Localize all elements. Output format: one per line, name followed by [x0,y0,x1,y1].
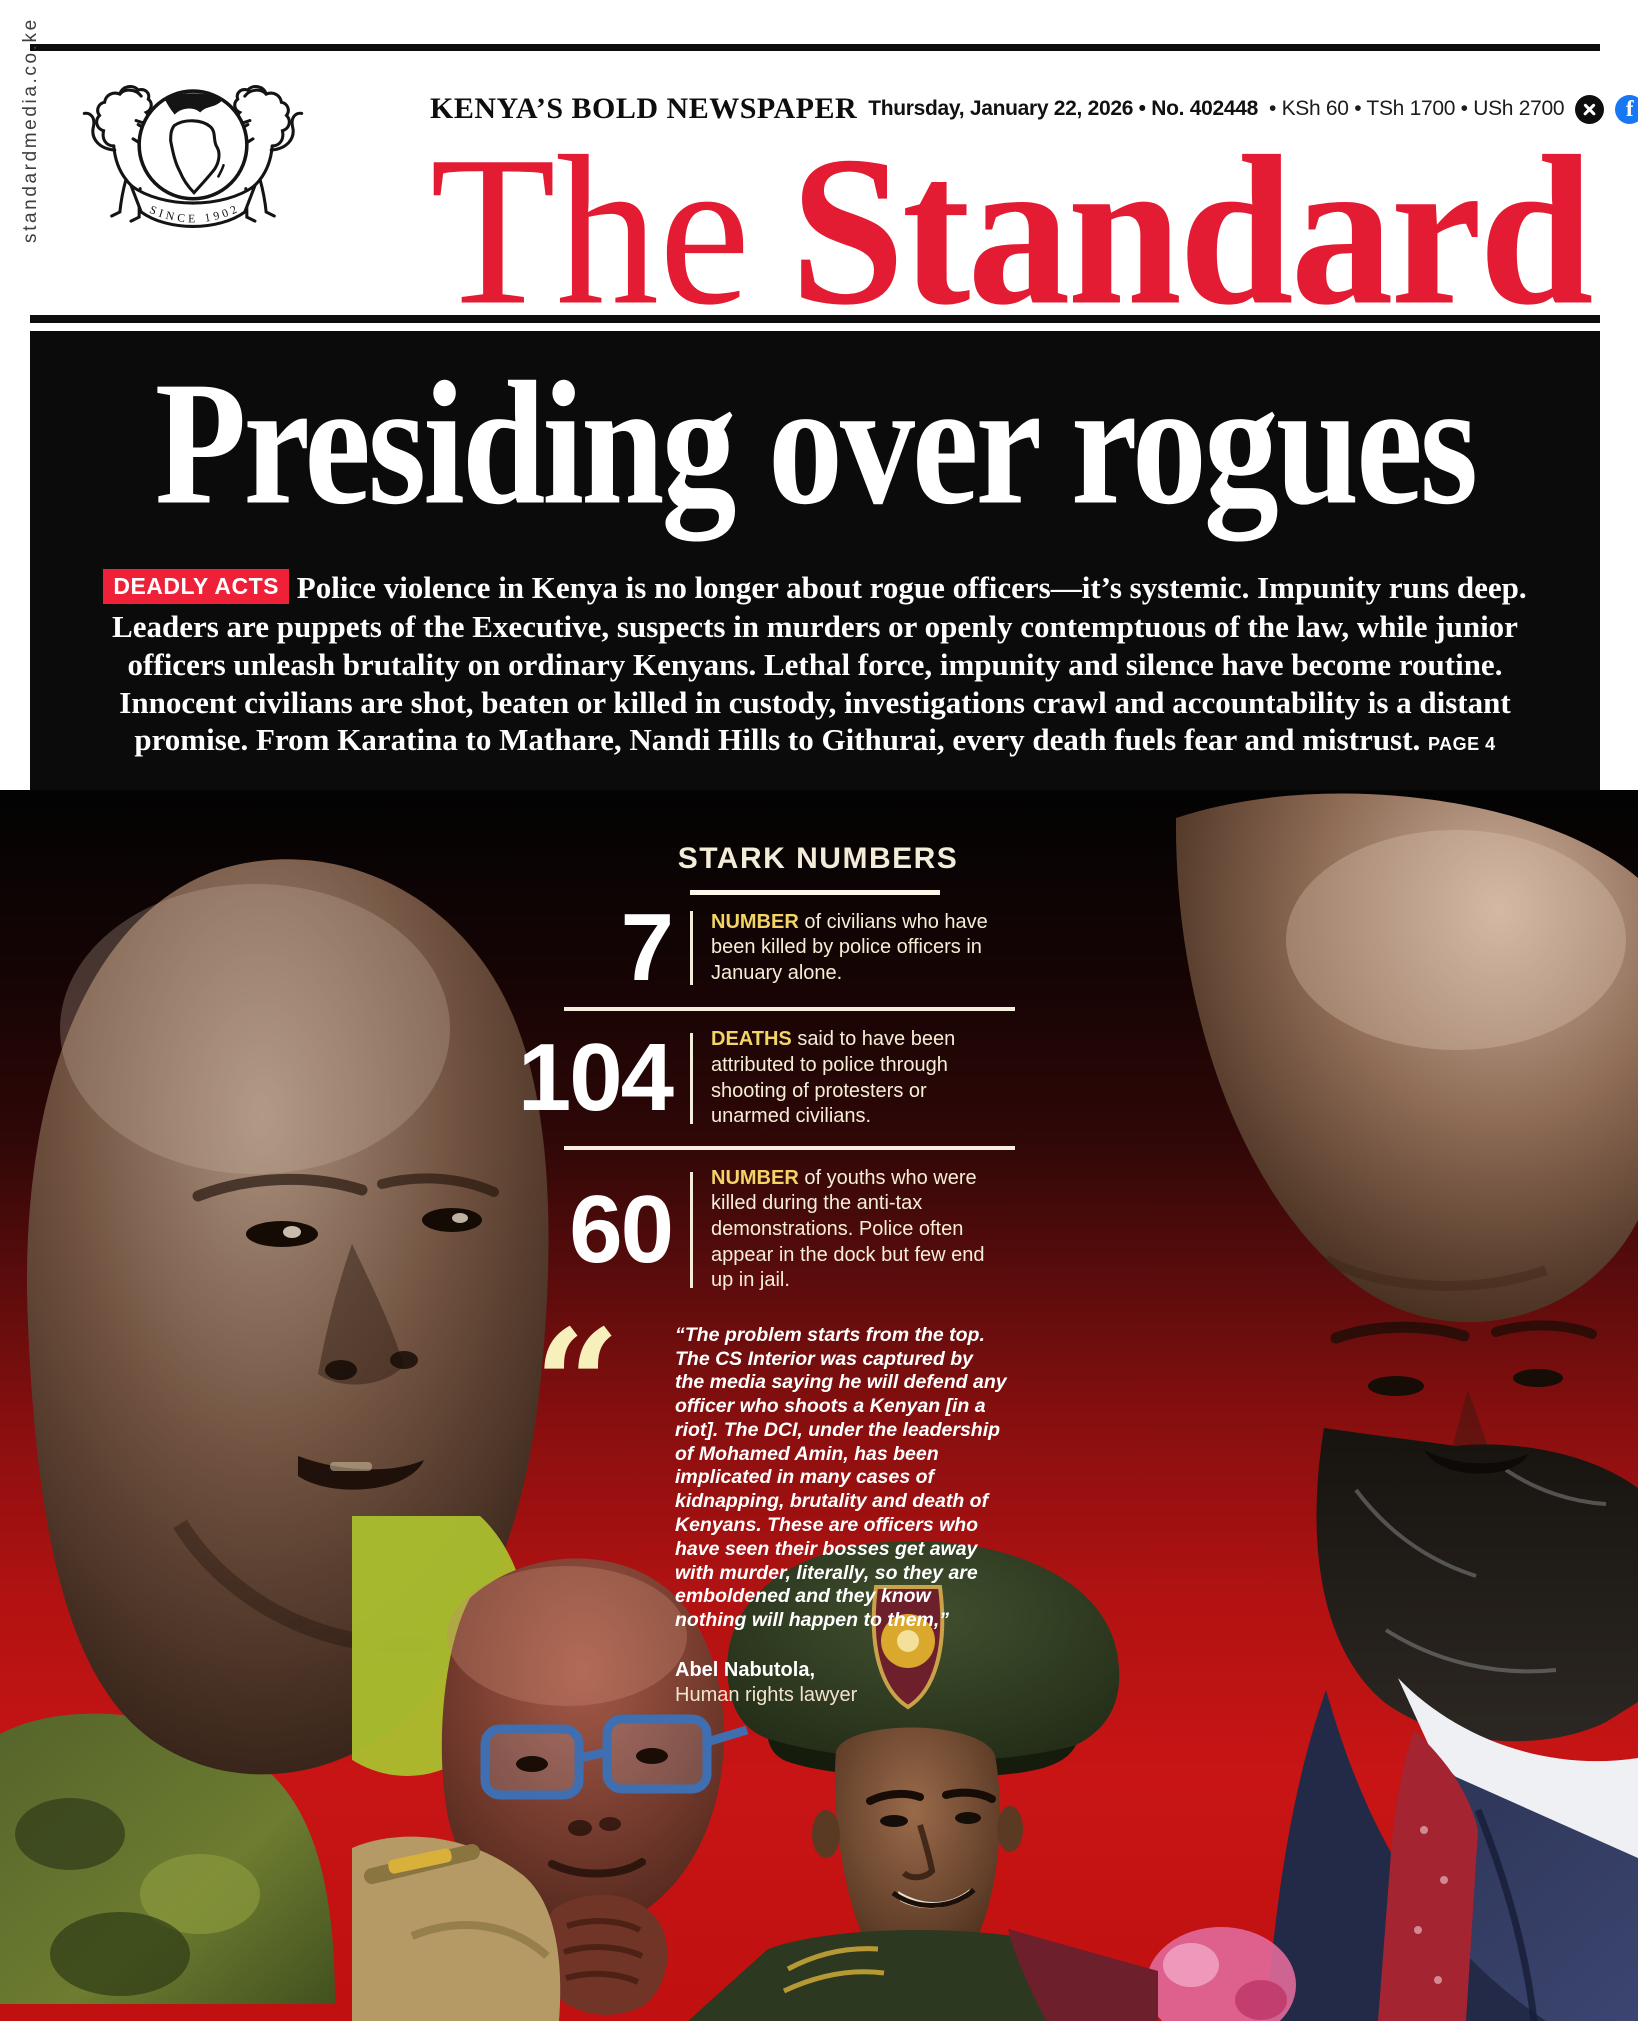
photo-collage: STARK NUMBERS 7 NUMBER of civilians who … [0,790,1638,2021]
photo-officer-glasses [352,1516,749,2021]
stark-numbers-panel: STARK NUMBERS 7 NUMBER of civilians who … [500,830,1020,1707]
stat-description: DEATHS said to have been attributed to p… [711,1028,956,1128]
facebook-icon[interactable]: f [1615,94,1638,124]
deck-text: Police violence in Kenya is no longer ab… [112,570,1527,758]
photo-officer-beret [688,1540,1158,2021]
masthead-the: The [430,111,751,350]
page-ref: PAGE 4 [1427,734,1496,755]
stat-row: 60 NUMBER of youths who were killed duri… [500,1166,1020,1294]
deck: DEADLY ACTS Police violence in Kenya is … [80,569,1550,759]
masthead-title: The Standard [430,111,1608,350]
stat-row: 7 NUMBER of civilians who have been kill… [500,894,1020,1001]
lead-story-block: Presiding over rogues DEADLY ACTS Police… [30,331,1600,790]
stat-row: 104 DEATHS said to have been attributed … [500,1027,1020,1129]
tagline: KENYA’S BOLD NEWSPAPER [430,92,858,125]
masthead-standard: Standard [790,111,1593,350]
photo-official-right [1146,793,1638,2021]
pull-quote: “ “The problem starts from the top. The … [500,1310,1020,1707]
masthead: KENYA’S BOLD NEWSPAPER Thursday, January… [430,92,1638,337]
stat-divider [690,911,693,986]
quote-body: “The problem starts from the top. The CS… [675,1324,1020,1707]
kicker-badge: DEADLY ACTS [103,569,290,605]
headline: Presiding over rogues [154,345,1478,542]
stat-description: NUMBER of youths who were killed during … [711,1166,985,1292]
stat-value: 7 [620,894,674,1001]
stat-description: NUMBER of civilians who have been killed… [711,910,988,984]
heading-rule [690,890,940,895]
price-line: • KSh 60 • TSh 1700 • USh 2700 [1269,97,1565,120]
dateline-row: KENYA’S BOLD NEWSPAPER Thursday, January… [430,92,1638,126]
quote-text: “The problem starts from the top. The CS… [675,1323,1007,1632]
top-rule [30,44,1600,51]
stark-numbers-heading: STARK NUMBERS [677,842,959,875]
x-icon[interactable] [1575,94,1605,124]
stat-divider [690,1033,693,1124]
quote-mark-icon: “ [534,1296,621,1473]
stats-rule [564,1145,1015,1150]
dateline: Thursday, January 22, 2026 • No. 402448 [868,97,1259,120]
stats-rule [564,1007,1015,1012]
quote-author: Abel Nabutola, [675,1658,816,1681]
masthead-divider-rule [30,315,1600,323]
stat-value: 60 [569,1175,674,1283]
stat-divider [690,1171,693,1288]
quote-author-role: Human rights lawyer [675,1683,858,1706]
stat-value: 104 [517,1024,674,1132]
lions-globe-crest: SINCE 1902 [82,85,304,228]
site-url-vertical[interactable]: standardmedia.co.ke [20,17,41,243]
